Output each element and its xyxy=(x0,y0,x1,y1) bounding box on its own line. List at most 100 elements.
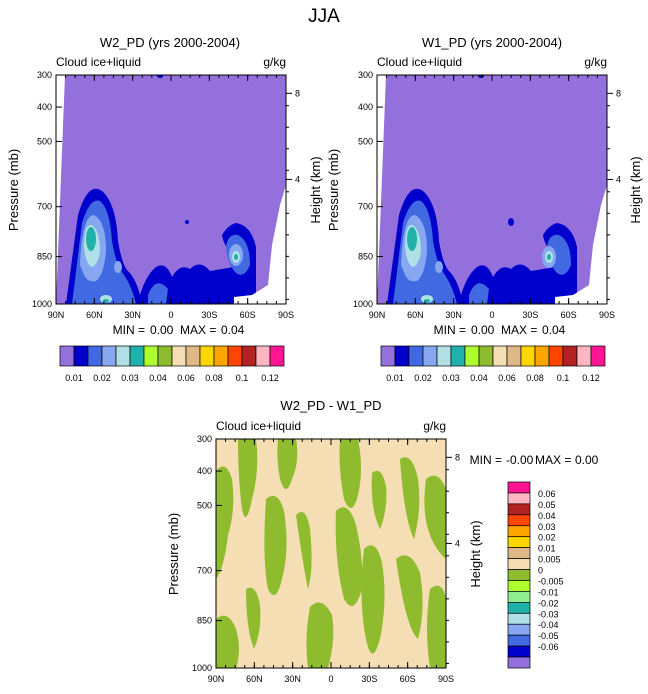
contour-fill-core xyxy=(86,227,96,251)
y-tick-label: 700 xyxy=(358,202,373,212)
colorbar: 0.060.050.040.030.020.010.0050-0.005-0.0… xyxy=(507,481,564,669)
panel-difference: W2_PD - W1_PD Cloud ice+liquid g/kg Pres… xyxy=(166,398,599,684)
colorbar-swatch xyxy=(436,345,452,367)
panel-title: W2_PD - W1_PD xyxy=(280,398,381,413)
colorbar-label: 0.03 xyxy=(538,522,556,532)
colorbar-swatch xyxy=(507,656,531,669)
contour-fill-band xyxy=(469,283,489,304)
contour-fill-band xyxy=(216,615,239,668)
colorbar-label: 0.05 xyxy=(538,500,556,510)
contour-fill-core xyxy=(114,261,122,273)
colorbar-label: 0.06 xyxy=(538,489,556,499)
figure-title: JJA xyxy=(308,6,340,27)
colorbar-swatch xyxy=(227,345,243,367)
x-tick-label: 30S xyxy=(201,310,217,320)
colorbar-swatch xyxy=(450,345,466,367)
colorbar-swatch xyxy=(269,345,285,367)
colorbar-swatch xyxy=(171,345,187,367)
colorbar-label: -0.04 xyxy=(538,620,559,630)
x-tick-label: 90N xyxy=(369,310,386,320)
y-tick-label: 400 xyxy=(358,102,373,112)
x-tick-label: 30N xyxy=(124,310,141,320)
y-tick-label: 400 xyxy=(37,102,52,112)
x-tick-label: 90N xyxy=(48,310,65,320)
y2-tick-label: 4 xyxy=(616,174,621,184)
x-tick-label: 60N xyxy=(86,310,103,320)
colorbar-swatch xyxy=(213,345,229,367)
y2-tick-label: 4 xyxy=(455,538,460,548)
colorbar-label: 0.12 xyxy=(261,373,279,383)
stats-min-value: 0.00 xyxy=(150,323,174,337)
colorbar-swatch xyxy=(507,569,531,581)
contour-fill-band xyxy=(277,439,298,489)
colorbar-swatch xyxy=(73,345,89,367)
colorbar-label: 0.01 xyxy=(538,544,556,554)
panel-w2-pd: W2_PD (yrs 2000-2004) Cloud ice+liquid g… xyxy=(6,35,323,383)
y-tick-label: 850 xyxy=(197,616,212,626)
colorbar: 0.01 0.02 0.03 0.04 0.06 0.08 0.1 0.12 xyxy=(59,345,285,383)
colorbar-swatch xyxy=(157,345,173,367)
stats-max-value: 0.00 xyxy=(575,453,599,467)
plot-area xyxy=(215,438,447,669)
variable-label: Cloud ice+liquid xyxy=(56,55,141,69)
x-tick-label: 90N xyxy=(208,674,225,684)
colorbar-label: -0.03 xyxy=(538,609,559,619)
missing-data-mask xyxy=(234,185,286,304)
x-tick-label: 30S xyxy=(522,310,538,320)
y-axis-label: Pressure (mb) xyxy=(6,149,21,231)
variable-label: Cloud ice+liquid xyxy=(216,419,301,433)
y-tick-label: 400 xyxy=(197,466,212,476)
y2-tick-label: 8 xyxy=(455,452,460,462)
plot-area xyxy=(376,74,608,305)
colorbar-label: 0.06 xyxy=(177,373,195,383)
colorbar-swatch xyxy=(143,345,159,367)
stats-max-label: MAX = xyxy=(535,453,571,467)
panel-title: W1_PD (yrs 2000-2004) xyxy=(422,35,562,50)
colorbar-label: 0.02 xyxy=(414,373,432,383)
colorbar-label: 0.12 xyxy=(582,373,600,383)
y-tick-label: 700 xyxy=(197,566,212,576)
colorbar-swatch xyxy=(520,345,536,367)
colorbar-label: -0.02 xyxy=(538,598,559,608)
units-label: g/kg xyxy=(423,419,446,433)
contour-fill-core xyxy=(424,299,430,303)
colorbar-swatch xyxy=(380,345,396,367)
colorbar-label: 0.01 xyxy=(386,373,404,383)
colorbar-label: 0.1 xyxy=(236,373,249,383)
axis-group: 90N 60N 30N 0 30S 60S 90S 300 400 500 700 850 1000 8 4 xyxy=(353,70,621,320)
colorbar-swatch xyxy=(255,345,271,367)
colorbar-swatch xyxy=(492,345,508,367)
colorbar-swatch xyxy=(506,345,522,367)
colorbar-swatch xyxy=(590,345,606,367)
colorbar-label: 0.04 xyxy=(470,373,488,383)
x-tick-label: 30N xyxy=(445,310,462,320)
contour-fill-core xyxy=(435,261,443,273)
colorbar-swatch xyxy=(507,591,531,603)
colorbar-swatch xyxy=(394,345,410,367)
colorbar-swatch xyxy=(507,580,531,592)
colorbar-swatch xyxy=(241,345,257,367)
colorbar-swatch xyxy=(507,558,531,570)
y-tick-label: 300 xyxy=(197,434,212,444)
colorbar-swatch xyxy=(548,345,564,367)
stats-min-label: MIN = xyxy=(470,453,502,467)
x-tick-label: 30S xyxy=(361,674,377,684)
colorbar-swatch xyxy=(507,503,531,516)
y2-axis-label: Height (km) xyxy=(628,156,643,223)
variable-label: Cloud ice+liquid xyxy=(377,55,462,69)
colorbar-swatch xyxy=(507,547,531,559)
colorbar-swatch xyxy=(507,634,531,647)
contour-fill-spot xyxy=(185,220,189,224)
colorbar-label: 0.1 xyxy=(557,373,570,383)
stats-max-label: MAX = xyxy=(501,323,537,337)
contour-fill-band xyxy=(306,602,334,668)
contour-fill-band xyxy=(339,439,361,509)
colorbar-label: -0.05 xyxy=(538,631,559,641)
contour-fill-band xyxy=(246,587,261,649)
contour-fill-band xyxy=(371,470,387,529)
colorbar-label: 0.08 xyxy=(526,373,544,383)
x-tick-label: 90S xyxy=(438,674,454,684)
y2-axis-label: Height (km) xyxy=(308,156,323,223)
y-axis-label: Pressure (mb) xyxy=(166,513,181,595)
colorbar-swatch xyxy=(199,345,215,367)
